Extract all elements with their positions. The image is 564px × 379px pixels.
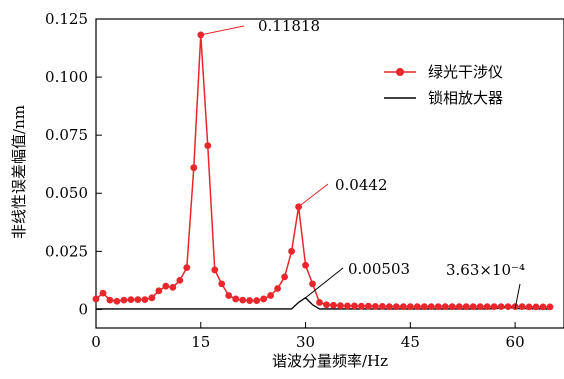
- series-point-0: [232, 295, 240, 303]
- annotation-leader: [298, 183, 329, 208]
- y-tick-label: 0.050: [45, 184, 88, 202]
- series-point-0: [365, 302, 372, 310]
- x-tick-label: 60: [506, 333, 525, 351]
- series-point-0: [476, 303, 484, 311]
- series-point-0: [358, 302, 365, 310]
- plot-frame: [95, 18, 564, 329]
- series-point-0: [134, 296, 142, 304]
- series-point-0: [532, 303, 540, 311]
- series-point-0: [204, 142, 212, 150]
- annotation-label: 0.0442: [335, 176, 388, 194]
- annotation-leader: [305, 267, 344, 299]
- series-point-0: [525, 303, 533, 311]
- series-point-0: [546, 303, 554, 311]
- series-point-0: [183, 264, 191, 271]
- series-point-0: [120, 296, 128, 304]
- series-point-0: [483, 303, 491, 311]
- annotation-leader: [200, 25, 245, 36]
- series-point-0: [330, 301, 337, 309]
- series-point-0: [260, 295, 268, 303]
- series-point-0: [518, 303, 526, 311]
- y-tick-label: 0.075: [45, 126, 88, 144]
- series-point-0: [127, 296, 135, 304]
- annotation-label: 0.00503: [348, 260, 410, 278]
- series-point-0: [323, 301, 330, 309]
- series-point-0: [141, 296, 149, 304]
- series-point-0: [413, 303, 421, 311]
- y-tick-label: 0.125: [45, 10, 88, 28]
- annotation-label: 3.63×10⁻⁴: [446, 261, 525, 279]
- y-axis-title: 非线性误差幅值/nm: [10, 105, 28, 239]
- legend-swatch-marker-0: [396, 68, 404, 76]
- y-tick-label: 0.025: [45, 242, 88, 260]
- y-tick-label: 0.100: [45, 68, 88, 86]
- series-point-0: [372, 302, 379, 310]
- series-point-0: [239, 296, 247, 304]
- series-point-0: [406, 303, 414, 311]
- series-point-0: [337, 302, 344, 310]
- series-point-0: [106, 296, 114, 304]
- series-point-0: [420, 303, 428, 311]
- series-point-0: [344, 302, 351, 310]
- series-point-0: [434, 303, 442, 311]
- series-point-0: [176, 276, 184, 284]
- series-point-0: [392, 303, 400, 311]
- series-point-0: [274, 285, 282, 292]
- series-point-0: [427, 303, 435, 311]
- series-point-0: [162, 282, 170, 290]
- legend: 绿光干涉仪 锁相放大器: [384, 63, 503, 107]
- series-point-0: [504, 303, 512, 311]
- series-point-0: [288, 247, 295, 255]
- series-point-0: [309, 280, 316, 288]
- y-tick-label: 0: [78, 300, 88, 318]
- series-point-0: [455, 303, 463, 311]
- series-point-0: [218, 280, 226, 288]
- series-point-0: [351, 302, 358, 310]
- annotation-leader: [514, 283, 521, 309]
- annotation-label: 0.11818: [258, 17, 320, 35]
- x-axis-title: 谐波分量频率/Hz: [272, 352, 388, 370]
- x-tick-label: 45: [401, 333, 420, 351]
- series-point-0: [469, 303, 477, 311]
- series-point-0: [169, 283, 177, 291]
- series-point-0: [385, 303, 393, 311]
- x-tick-label: 15: [191, 333, 210, 351]
- legend-label-0: 绿光干涉仪: [428, 63, 503, 81]
- series-point-0: [281, 273, 288, 281]
- series-point-0: [490, 303, 498, 311]
- series-point-0: [99, 289, 107, 297]
- series-point-0: [113, 297, 121, 305]
- x-tick-label: 30: [296, 333, 315, 351]
- series-point-0: [316, 299, 323, 306]
- series-point-0: [441, 303, 449, 311]
- series-point-0: [253, 297, 261, 304]
- series-point-0: [302, 261, 309, 269]
- series-point-0: [155, 287, 163, 295]
- series-point-0: [539, 303, 547, 311]
- series-point-0: [462, 303, 470, 311]
- series-point-0: [267, 292, 275, 299]
- series-point-0: [148, 294, 156, 302]
- x-tick-label: 0: [91, 333, 101, 351]
- series-point-0: [497, 303, 505, 311]
- series-point-0: [211, 266, 219, 274]
- series-point-0: [399, 303, 407, 311]
- series-point-0: [92, 295, 100, 303]
- legend-label-1: 锁相放大器: [428, 89, 503, 107]
- series-point-0: [225, 292, 233, 299]
- series-point-0: [246, 297, 254, 304]
- series-point-0: [448, 303, 456, 311]
- series-point-0: [190, 164, 198, 172]
- series-point-0: [378, 302, 386, 310]
